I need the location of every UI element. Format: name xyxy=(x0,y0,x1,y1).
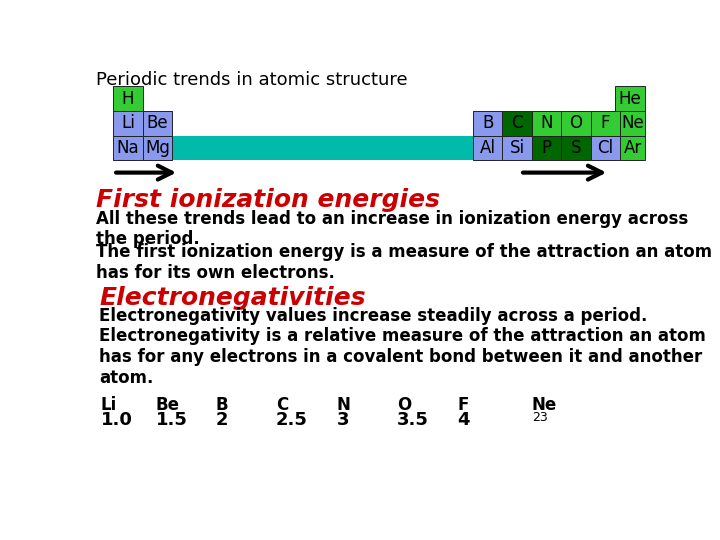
Text: H: H xyxy=(122,90,134,107)
Text: S: S xyxy=(571,139,581,157)
Text: Al: Al xyxy=(480,139,495,157)
Bar xyxy=(143,136,172,160)
Bar xyxy=(616,86,645,111)
Text: N: N xyxy=(336,396,351,414)
Text: Periodic trends in atomic structure: Periodic trends in atomic structure xyxy=(96,71,408,89)
Text: Mg: Mg xyxy=(145,139,170,157)
Text: Ar: Ar xyxy=(624,139,642,157)
Bar xyxy=(503,136,532,160)
Text: Na: Na xyxy=(117,139,139,157)
Text: 4: 4 xyxy=(457,411,470,429)
Text: 2: 2 xyxy=(215,411,228,429)
Text: 3: 3 xyxy=(336,411,349,429)
Bar xyxy=(590,111,620,136)
Text: First ionization energies: First ionization energies xyxy=(96,188,440,212)
Text: P: P xyxy=(541,139,552,157)
Bar xyxy=(620,136,645,160)
Text: F: F xyxy=(600,114,610,132)
Text: 1.5: 1.5 xyxy=(156,411,188,429)
Text: The first ionization energy is a measure of the attraction an atom
has for its o: The first ionization energy is a measure… xyxy=(96,244,712,282)
Text: Li: Li xyxy=(121,114,135,132)
Bar xyxy=(620,111,645,136)
Text: C: C xyxy=(511,114,523,132)
Text: 2.5: 2.5 xyxy=(276,411,308,429)
Text: C: C xyxy=(276,396,288,414)
Bar xyxy=(113,136,143,160)
Text: Li: Li xyxy=(101,396,117,414)
Bar xyxy=(561,111,590,136)
Text: Ne: Ne xyxy=(621,114,644,132)
Text: 3.5: 3.5 xyxy=(397,411,429,429)
Text: Be: Be xyxy=(156,396,180,414)
Text: 1.0: 1.0 xyxy=(101,411,132,429)
Bar xyxy=(503,111,532,136)
Bar xyxy=(473,136,503,160)
Text: Electronegativities: Electronegativities xyxy=(99,286,366,310)
Text: 23: 23 xyxy=(532,411,547,424)
Text: He: He xyxy=(618,90,642,107)
Bar xyxy=(532,111,561,136)
Text: All these trends lead to an increase in ionization energy across
the period.: All these trends lead to an increase in … xyxy=(96,210,688,248)
Bar xyxy=(532,136,561,160)
Text: B: B xyxy=(482,114,493,132)
Bar xyxy=(113,86,143,111)
Text: N: N xyxy=(540,114,553,132)
Bar xyxy=(143,111,172,136)
Bar xyxy=(590,136,620,160)
Bar xyxy=(113,111,143,136)
Bar xyxy=(172,136,473,160)
Text: F: F xyxy=(457,396,469,414)
Text: Si: Si xyxy=(510,139,525,157)
Text: Cl: Cl xyxy=(598,139,613,157)
Text: O: O xyxy=(570,114,582,132)
Bar xyxy=(473,111,503,136)
Bar xyxy=(561,136,590,160)
Text: O: O xyxy=(397,396,411,414)
Text: Be: Be xyxy=(147,114,168,132)
Text: Electronegativity values increase steadily across a period.
Electronegativity is: Electronegativity values increase steadi… xyxy=(99,307,706,387)
Text: Ne: Ne xyxy=(532,396,557,414)
Text: B: B xyxy=(215,396,228,414)
